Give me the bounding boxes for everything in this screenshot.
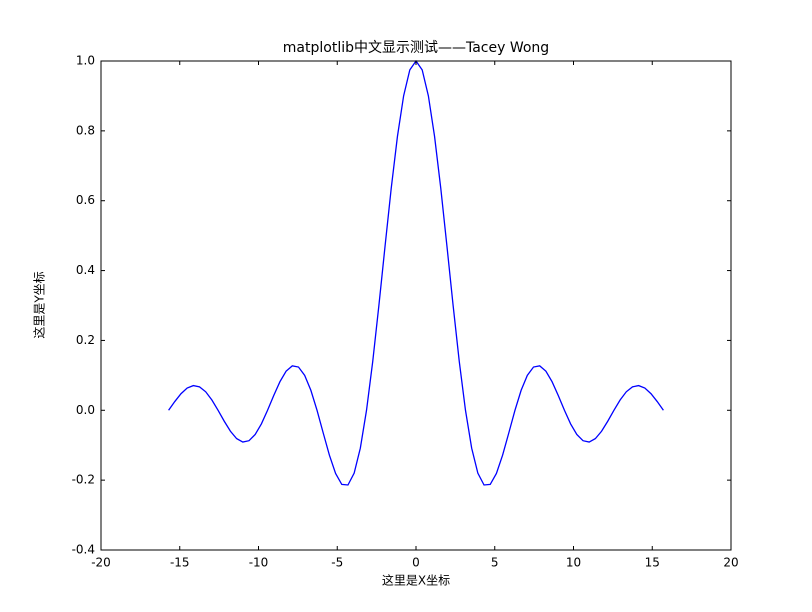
x-tick-label: 5 — [491, 556, 499, 570]
y-tick-label: 0.6 — [76, 193, 95, 207]
y-tick-label: 0.0 — [76, 403, 95, 417]
y-tick-label: 0.8 — [76, 123, 95, 137]
chart-title: matplotlib中文显示测试——Tacey Wong — [283, 40, 549, 56]
x-tick-label: 20 — [723, 556, 738, 570]
y-tick-label: 0.2 — [76, 333, 95, 347]
x-tick-label: -10 — [249, 556, 269, 570]
x-tick-label: 0 — [412, 556, 420, 570]
y-tick-label: 0.4 — [76, 263, 95, 277]
y-axis-label: 这里是Y坐标 — [32, 271, 47, 338]
x-tick-label: -15 — [170, 556, 190, 570]
x-tick-label: 10 — [566, 556, 581, 570]
x-axis-label: 这里是X坐标 — [382, 573, 450, 588]
x-tick-label: -20 — [91, 556, 111, 570]
x-tick-label: 15 — [645, 556, 660, 570]
y-tick-label: -0.2 — [72, 473, 95, 487]
y-tick-label: 1.0 — [76, 54, 95, 68]
x-tick-label: -5 — [331, 556, 343, 570]
y-tick-label: -0.4 — [72, 543, 95, 557]
